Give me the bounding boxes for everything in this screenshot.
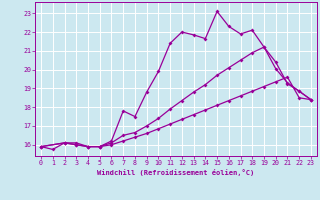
X-axis label: Windchill (Refroidissement éolien,°C): Windchill (Refroidissement éolien,°C) — [97, 169, 255, 176]
